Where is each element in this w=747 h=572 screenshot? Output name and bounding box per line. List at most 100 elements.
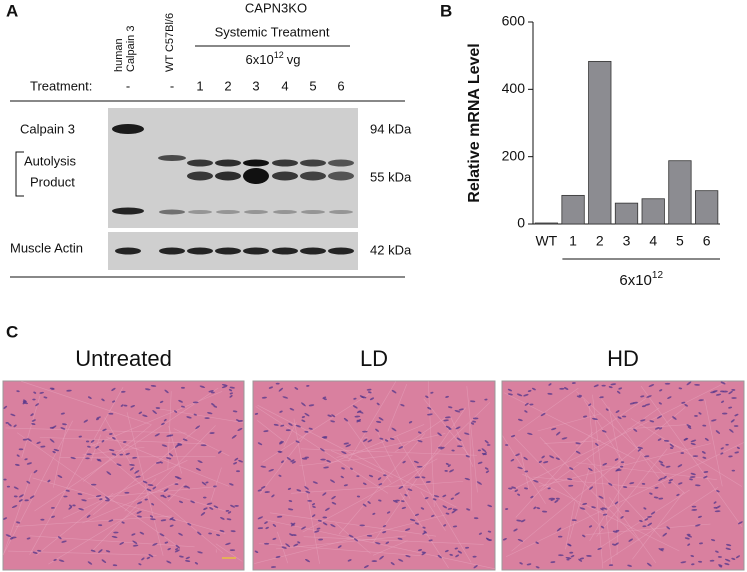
fiber <box>640 385 743 528</box>
nucleus <box>111 387 116 392</box>
nucleus <box>703 475 708 479</box>
nucleus <box>275 382 280 385</box>
nucleus <box>51 388 55 390</box>
nucleus <box>555 497 560 500</box>
nucleus <box>290 459 295 463</box>
nucleus <box>52 450 56 454</box>
nucleus <box>226 518 232 521</box>
nucleus <box>343 484 348 487</box>
nucleus <box>414 476 420 479</box>
nucleus <box>458 408 464 411</box>
nucleus <box>445 462 449 466</box>
nucleus <box>372 512 376 515</box>
nucleus <box>432 498 437 501</box>
fiber <box>262 391 374 463</box>
band <box>244 210 268 214</box>
nucleus <box>721 412 728 415</box>
nucleus <box>571 519 577 522</box>
nucleus <box>424 497 429 500</box>
nucleus <box>721 400 725 403</box>
nucleus <box>715 550 719 553</box>
nucleus <box>614 542 619 546</box>
nucleus <box>264 542 270 545</box>
fiber <box>155 407 244 423</box>
nucleus <box>683 438 689 441</box>
nucleus <box>3 478 7 481</box>
nucleus <box>586 555 592 557</box>
nucleus <box>620 465 624 468</box>
nucleus <box>144 388 151 391</box>
nucleus <box>95 445 100 449</box>
nucleus <box>591 417 598 420</box>
nucleus <box>690 554 694 558</box>
nucleus <box>379 437 384 440</box>
band <box>187 171 213 181</box>
nucleus <box>353 397 357 400</box>
nucleus <box>601 384 606 387</box>
nucleus <box>668 479 673 482</box>
nucleus <box>454 410 461 413</box>
nucleus <box>514 489 519 492</box>
nucleus <box>437 554 442 559</box>
nucleus <box>640 419 646 422</box>
nucleus <box>275 555 281 558</box>
nucleus <box>278 474 282 477</box>
nucleus <box>187 522 192 526</box>
nucleus <box>290 522 296 527</box>
band <box>272 171 298 181</box>
band <box>300 247 326 255</box>
band <box>301 210 325 214</box>
nucleus <box>644 455 650 458</box>
nucleus <box>152 486 157 490</box>
nucleus <box>710 539 716 542</box>
nucleus <box>161 422 165 426</box>
nucleus <box>599 396 604 399</box>
nucleus <box>731 557 736 560</box>
fiber <box>399 492 449 568</box>
nucleus <box>227 511 232 514</box>
nucleus <box>78 435 82 438</box>
fiber <box>596 448 668 537</box>
nucleus <box>535 566 540 569</box>
nucleus <box>694 415 698 417</box>
nucleus <box>466 508 471 511</box>
nucleus <box>616 469 622 472</box>
nucleus <box>164 541 169 544</box>
nucleus <box>58 559 65 562</box>
nucleus <box>653 496 659 499</box>
nucleus <box>720 390 725 393</box>
fiber <box>449 415 474 467</box>
nucleus <box>134 470 140 474</box>
nucleus <box>454 492 460 496</box>
nucleus <box>102 428 107 432</box>
nucleus <box>144 498 148 501</box>
fiber <box>466 386 478 493</box>
nucleus <box>278 450 283 453</box>
nucleus <box>327 414 332 417</box>
nucleus <box>385 541 390 545</box>
nucleus <box>709 559 715 562</box>
nucleus <box>401 506 406 510</box>
nucleus <box>356 419 361 422</box>
nucleus <box>169 517 174 521</box>
nucleus <box>444 549 449 553</box>
nucleus <box>81 499 87 502</box>
fiber <box>585 523 711 535</box>
nucleus <box>186 416 192 419</box>
nucleus <box>538 460 542 464</box>
fiber <box>82 481 179 524</box>
nucleus <box>533 506 537 510</box>
nucleus <box>47 479 51 483</box>
nucleus <box>575 450 581 454</box>
nucleus <box>238 459 243 463</box>
nucleus <box>443 419 449 422</box>
fiber <box>8 550 157 556</box>
nucleus <box>445 395 449 398</box>
nucleus <box>642 525 647 528</box>
fiber <box>630 418 743 487</box>
nucleus <box>718 564 723 567</box>
nucleus <box>511 486 517 489</box>
micrograph <box>252 380 496 571</box>
y-tick-label: 200 <box>502 147 526 163</box>
nucleus <box>68 506 73 510</box>
